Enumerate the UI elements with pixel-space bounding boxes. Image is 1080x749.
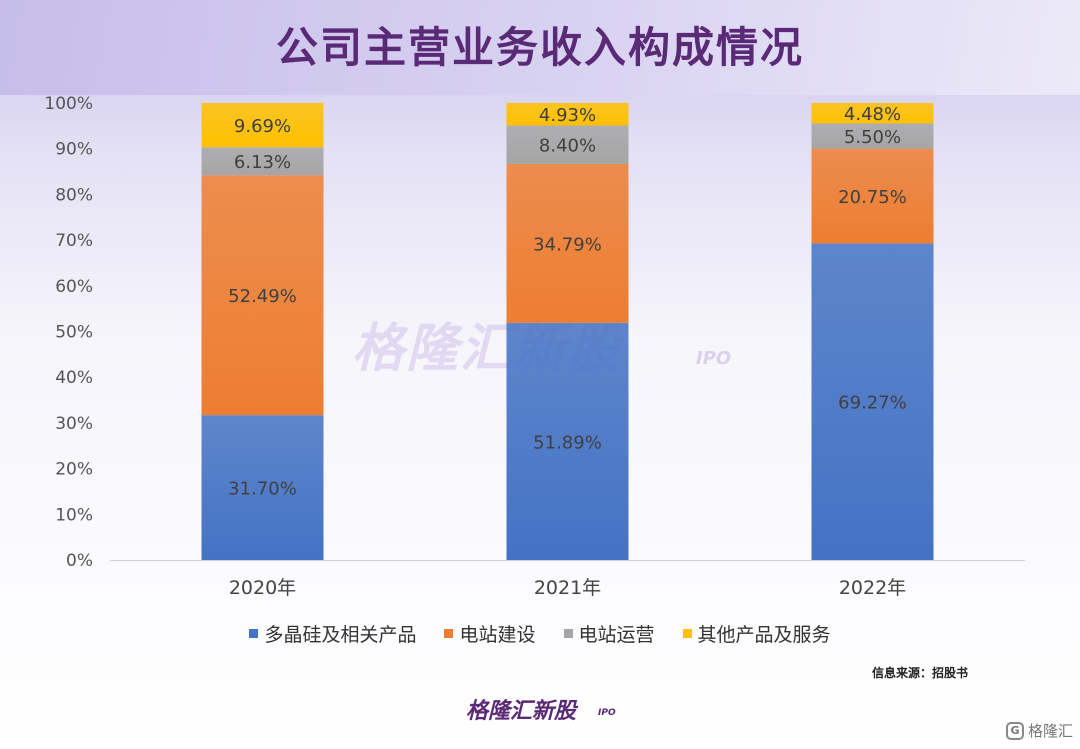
bar-segment xyxy=(811,123,934,149)
legend-item-station-construction: 电站建设 xyxy=(444,620,536,647)
x-tick-label: 2021年 xyxy=(534,577,601,599)
data-label: 69.27% xyxy=(838,393,907,414)
legend-swatch-polysilicon xyxy=(249,629,259,638)
x-tick-label: 2022年 xyxy=(839,577,906,599)
y-tick-label: 30% xyxy=(55,414,93,434)
y-tick-label: 70% xyxy=(55,231,93,251)
corner-brand: G 格隆汇 xyxy=(1006,720,1073,741)
legend-item-station-operation: 电站运营 xyxy=(563,620,655,647)
x-tick-label: 2020年 xyxy=(229,577,296,599)
y-tick-label: 0% xyxy=(66,551,93,571)
data-label: 4.48% xyxy=(844,104,901,125)
y-tick-label: 60% xyxy=(55,277,93,297)
bar-segment xyxy=(811,148,934,244)
legend-item-polysilicon: 多晶硅及相关产品 xyxy=(249,620,416,647)
bar-segment xyxy=(201,147,324,176)
header-band xyxy=(0,0,1080,95)
data-label: 4.93% xyxy=(539,105,596,126)
legend-label-station-construction: 电站建设 xyxy=(459,624,536,646)
chart-title: 公司主营业务收入构成情况 xyxy=(275,23,804,72)
bar-segment xyxy=(201,175,324,416)
data-label: 9.69% xyxy=(234,116,291,137)
legend-label-station-operation: 电站运营 xyxy=(578,624,655,646)
y-tick-label: 20% xyxy=(55,460,93,480)
brand-logo: 格隆汇新股 xyxy=(466,699,577,724)
bar-segment xyxy=(506,102,629,126)
bar-segment xyxy=(811,103,934,124)
data-label: 51.89% xyxy=(533,432,602,453)
bar-segment xyxy=(506,163,629,323)
legend-label-polysilicon: 多晶硅及相关产品 xyxy=(264,624,417,646)
stacked-bar-chart: 0% 10% 20% 30% 40% 50% 60% 70% 80% 90% 100% 31.70% 5… xyxy=(44,94,1025,599)
bar-segment xyxy=(506,322,629,560)
y-tick-label: 100% xyxy=(44,94,93,114)
legend-swatch-station-construction xyxy=(444,629,454,638)
bar-segment xyxy=(201,415,324,560)
bar-segment xyxy=(506,125,629,164)
y-tick-label: 80% xyxy=(55,185,93,205)
corner-brand-text: 格隆汇 xyxy=(1028,722,1074,740)
legend-label-other-services: 其他产品及服务 xyxy=(697,624,831,646)
brand-g-icon: G xyxy=(1006,721,1024,740)
legend-item-other-services: 其他产品及服务 xyxy=(682,620,831,647)
brand-logo-sub: IPO xyxy=(598,708,616,718)
data-label: 20.75% xyxy=(838,187,907,208)
data-label: 8.40% xyxy=(539,136,596,157)
y-tick-label: 90% xyxy=(55,140,93,160)
data-label: 34.79% xyxy=(533,234,602,255)
data-label: 6.13% xyxy=(234,152,291,173)
source-note: 信息来源：招股书 xyxy=(872,666,969,680)
data-label: 31.70% xyxy=(228,479,297,500)
y-tick-label: 50% xyxy=(55,323,93,343)
y-tick-label: 10% xyxy=(55,505,93,525)
chart-legend: 多晶硅及相关产品 电站建设 电站运营 其他产品及服务 xyxy=(0,620,1080,647)
y-tick-label: 40% xyxy=(55,368,93,388)
legend-swatch-station-operation xyxy=(563,629,573,638)
bar-segment xyxy=(811,243,934,560)
data-label: 52.49% xyxy=(228,286,297,307)
watermark-sub-text: IPO xyxy=(696,348,732,369)
data-label: 5.50% xyxy=(844,127,901,148)
bar-segment xyxy=(201,102,324,148)
legend-swatch-other-services xyxy=(682,629,692,638)
